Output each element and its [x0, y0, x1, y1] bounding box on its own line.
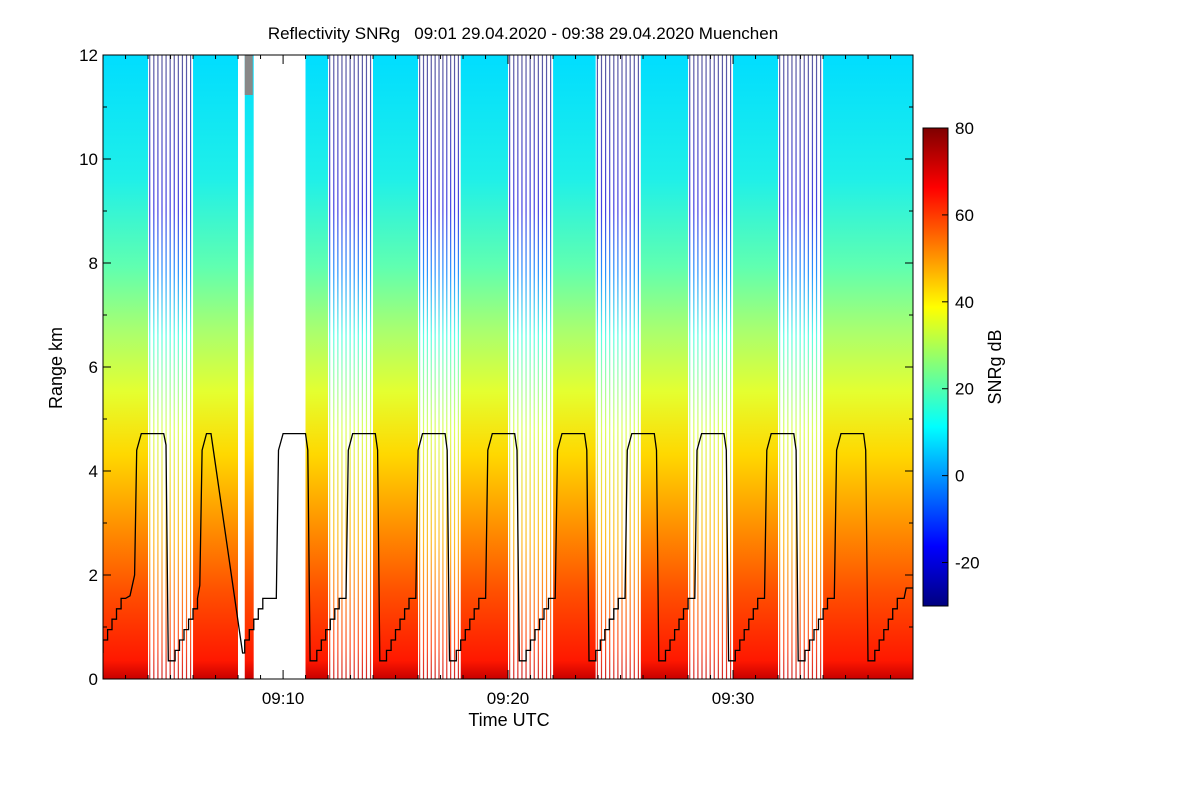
rhi-scan-block: [328, 55, 373, 679]
y-tick-label: 6: [89, 358, 98, 377]
rhi-scan-block: [595, 55, 641, 679]
scan-elevation-trace: [103, 432, 913, 662]
missing-data-strip: [244, 55, 253, 95]
chart-title: Reflectivity SNRg 09:01 29.04.2020 - 09:…: [268, 24, 778, 43]
y-axis-label: Range km: [46, 327, 66, 409]
elevation-trace-line: [103, 432, 913, 662]
colorbar-tick-label: 0: [955, 467, 964, 486]
rhi-scan-block: [778, 55, 824, 679]
y-tick-label: 8: [89, 254, 98, 273]
colorbar-axis: -20 0 20 40 60 80: [942, 119, 980, 573]
colorbar-tick-label: 20: [955, 380, 974, 399]
colorbar: [922, 127, 949, 607]
vertical-profile-block: [733, 55, 778, 679]
vertical-profile-block: [305, 55, 329, 679]
x-tick-label: 09:30: [712, 689, 755, 708]
y-tick-label: 4: [89, 462, 98, 481]
x-tick-label: 09:10: [262, 689, 305, 708]
colorbar-tick-label: 40: [955, 293, 974, 312]
y-tick-label: 2: [89, 566, 98, 585]
vertical-profile-block: [460, 55, 508, 679]
colorbar-tick-label: -20: [955, 554, 980, 573]
x-tick-label: 09:20: [487, 689, 530, 708]
colorbar-label: SNRg dB: [985, 329, 1005, 404]
data-gap: [253, 55, 306, 679]
vertical-profile-block: [640, 55, 689, 679]
colorbar-tick-label: 80: [955, 119, 974, 138]
plot-area: [103, 55, 913, 679]
y-tick-label: 12: [79, 46, 98, 65]
y-tick-label: 10: [79, 150, 98, 169]
y-tick-label: 0: [89, 670, 98, 689]
rhi-scan-block: [508, 55, 554, 679]
data-gap: [238, 55, 245, 679]
vertical-profile-block: [244, 55, 254, 679]
colorbar-tick-label: 60: [955, 206, 974, 225]
x-axis: 09:10 09:20 09:30: [102, 55, 892, 708]
x-axis-label: Time UTC: [468, 710, 549, 730]
y-axis: 0 2 4 6 8 10 12: [79, 46, 913, 689]
vertical-profile-block: [823, 55, 913, 679]
vertical-profile-block: [373, 55, 419, 679]
rhi-scan-block: [148, 55, 194, 679]
vertical-profile-block: [553, 55, 596, 679]
rhi-scan-block: [418, 55, 461, 679]
